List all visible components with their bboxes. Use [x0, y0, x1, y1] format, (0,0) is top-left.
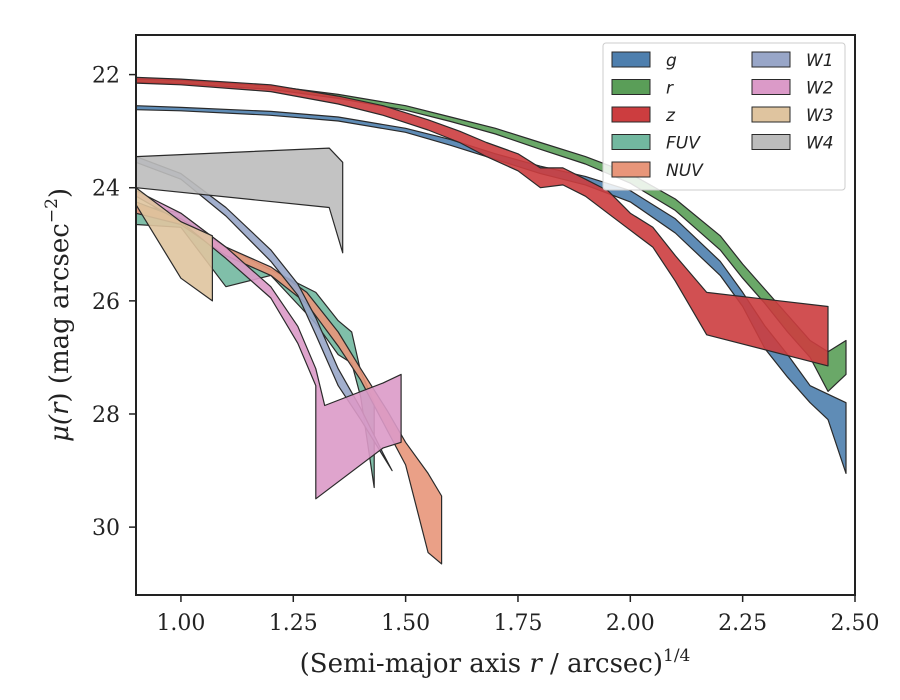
legend-swatch-w1 — [751, 51, 791, 68]
y-axis-title-var: r — [45, 401, 75, 415]
legend-label-g: g — [666, 51, 677, 71]
series-band-w2 — [136, 190, 402, 500]
series-band-w1 — [136, 156, 393, 472]
series-band-w4 — [136, 147, 344, 254]
x-axis-title-var: r — [529, 649, 543, 679]
legend-label-fuv: FUV — [666, 134, 701, 154]
x-axis: 1.00 1.25 1.50 1.75 2.00 2.25 2.50 — [156, 595, 879, 636]
y-axis-title-rest: ) (mag arcsec — [45, 223, 75, 402]
legend-label-w4: W4 — [806, 134, 834, 154]
legend-swatch-fuv — [611, 134, 651, 150]
y-axis-title: μ(r) (mag arcsec−2) — [42, 188, 75, 442]
legend-label-nuv: NUV — [666, 161, 704, 181]
legend-label-w3: W3 — [806, 106, 834, 126]
x-axis-title-sup: 1/4 — [663, 646, 690, 666]
legend-label-w2: W2 — [806, 79, 834, 99]
legend-label-z: z — [665, 106, 676, 126]
y-tick-label: 22 — [92, 64, 120, 89]
x-tick-label: 1.50 — [381, 611, 430, 636]
x-tick-label: 2.25 — [718, 611, 767, 636]
legend-swatch-nuv — [611, 161, 651, 178]
x-axis-title-main: (Semi-major axis — [300, 649, 530, 679]
legend-swatch-z — [611, 106, 651, 123]
legend-label-r: r — [666, 79, 674, 99]
x-tick-label: 1.75 — [493, 611, 542, 636]
legend: grz FUV NUV W1 W2 W3 W4 — [602, 42, 846, 191]
x-tick-label: 1.00 — [156, 611, 205, 636]
series-band-z — [136, 76, 829, 367]
plot-frame — [135, 34, 856, 596]
y-axis-title-close: ) — [45, 188, 75, 198]
legend-label-w1: W1 — [806, 51, 834, 71]
y-tick-label: 24 — [92, 177, 120, 202]
legend-swatch-w3 — [751, 106, 791, 123]
y-axis: 22 24 26 28 30 — [92, 64, 136, 541]
x-tick-label: 2.00 — [606, 611, 655, 636]
legend-swatch-w2 — [751, 79, 791, 95]
y-tick-label: 30 — [92, 516, 120, 541]
y-tick-label: 26 — [92, 290, 120, 315]
legend-swatch-g — [611, 51, 651, 68]
legend-swatch-w4 — [751, 134, 791, 150]
series-band-r — [136, 78, 847, 392]
series-layer — [136, 76, 847, 565]
x-tick-label: 2.50 — [831, 611, 880, 636]
x-axis-title-mid: / arcsec) — [542, 649, 663, 679]
y-tick-label: 28 — [92, 403, 120, 428]
series-band-w3 — [136, 187, 213, 302]
y-axis-title-mu: μ( — [45, 414, 75, 442]
x-tick-label: 1.25 — [269, 611, 318, 636]
y-axis-title-sup: −2 — [42, 198, 62, 223]
x-axis-title: (Semi-major axis r / arcsec)1/4 — [300, 646, 691, 679]
legend-swatch-r — [611, 79, 651, 95]
